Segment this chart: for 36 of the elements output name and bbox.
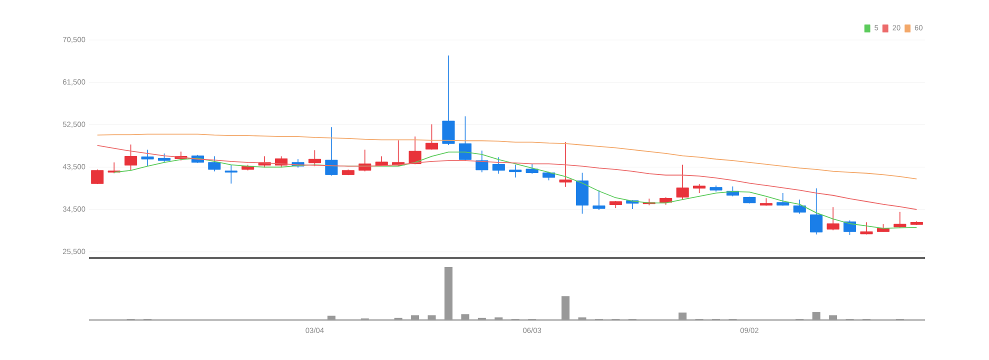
candlestick — [826, 206, 840, 231]
candlestick — [141, 149, 154, 167]
candlestick — [860, 222, 873, 235]
candlestick — [776, 192, 790, 206]
bar — [411, 315, 420, 320]
candlestick — [442, 55, 455, 146]
candlestick — [458, 116, 472, 161]
candlestick — [844, 220, 856, 236]
bar — [428, 315, 436, 320]
candlestick — [224, 164, 238, 184]
candlestick — [676, 164, 689, 200]
candlestick — [492, 156, 505, 174]
candlestick — [124, 144, 138, 171]
bar — [578, 317, 586, 320]
bar — [444, 267, 452, 320]
candlestick — [509, 164, 522, 178]
candlestick — [894, 211, 906, 228]
bar — [829, 315, 838, 320]
candlestick — [208, 156, 221, 172]
candlestick — [308, 150, 321, 167]
candlestick — [559, 142, 572, 188]
candlestick — [91, 169, 104, 184]
bar — [562, 296, 570, 320]
bar — [327, 316, 336, 320]
bar — [678, 312, 687, 320]
candlestick — [476, 150, 488, 173]
candlestick — [592, 190, 606, 210]
candlestick — [425, 124, 438, 150]
candlestick — [325, 126, 338, 176]
bar — [494, 317, 503, 320]
candlestick — [526, 163, 538, 174]
candlestick — [408, 136, 422, 165]
candlestick — [810, 188, 823, 235]
candlestick — [793, 199, 806, 214]
bar — [461, 314, 470, 320]
bar — [812, 312, 820, 320]
